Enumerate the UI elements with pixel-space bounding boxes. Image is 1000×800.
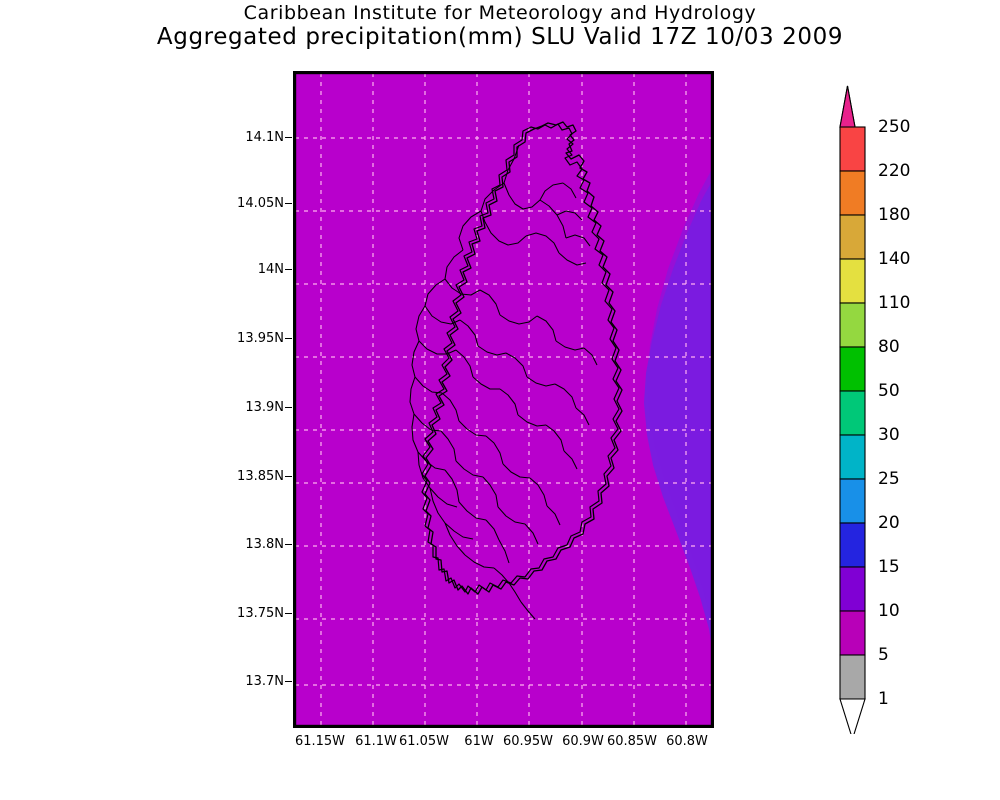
y-tick-label-4: 13.9N	[245, 400, 284, 415]
field-band-10-15-soft	[647, 169, 712, 625]
page-title: Aggregated precipitation(mm) SLU Valid 1…	[156, 24, 844, 50]
colorbar-tick-110: 110	[878, 293, 911, 313]
gridlines	[295, 73, 712, 726]
colorbar[interactable]: 250 220 180 140 110 80 50 30 25 20 15 10…	[838, 84, 988, 734]
colorbar-tick-10: 10	[878, 601, 900, 621]
watershed-boundaries	[409, 144, 598, 620]
colorbar-segment-1-5	[839, 654, 866, 700]
colorbar-canvas	[839, 85, 866, 734]
colorbar-tick-50: 50	[878, 381, 900, 401]
map-frame	[295, 73, 712, 726]
title-block: Caribbean Institute for Meteorology and …	[0, 2, 1000, 50]
y-tick-label-2: 14N	[257, 262, 284, 277]
colorbar-tick-15: 15	[878, 557, 900, 577]
y-tick-mark-4	[285, 407, 292, 408]
colorbar-segment-30-50	[839, 390, 866, 436]
y-tick-label-3: 13.95N	[237, 331, 284, 346]
colorbar-segment-10-15	[839, 566, 866, 612]
y-tick-mark-1	[285, 203, 292, 204]
y-tick-mark-2	[285, 269, 292, 270]
institute-title: Caribbean Institute for Meteorology and …	[243, 2, 757, 24]
colorbar-tick-1: 1	[878, 689, 889, 709]
map-canvas	[295, 73, 712, 726]
colorbar-tick-80: 80	[878, 337, 900, 357]
field-band-5-10	[295, 73, 712, 726]
x-tick-label-2: 61.05W	[398, 734, 450, 749]
colorbar-tick-25: 25	[878, 469, 900, 489]
y-tick-label-7: 13.75N	[237, 606, 284, 621]
colorbar-segment-20-25	[839, 478, 866, 524]
x-tick-label-5: 60.9W	[562, 734, 604, 749]
y-tick-label-8: 13.7N	[245, 674, 284, 689]
colorbar-segment-110-140	[839, 258, 866, 304]
y-tick-mark-3	[285, 338, 292, 339]
y-tick-mark-8	[285, 681, 292, 682]
colorbar-tick-140: 140	[878, 249, 911, 269]
colorbar-tick-180: 180	[878, 205, 911, 225]
x-tick-label-6: 60.85W	[606, 734, 658, 749]
y-tick-label-6: 13.8N	[245, 537, 284, 552]
colorbar-tick-5: 5	[878, 645, 889, 665]
colorbar-segment-180-220	[839, 170, 866, 216]
y-tick-label-5: 13.85N	[237, 469, 284, 484]
x-tick-label-4: 60.95W	[502, 734, 554, 749]
colorbar-segment-25-30	[839, 434, 866, 480]
x-tick-label-0: 61.15W	[294, 734, 346, 749]
y-tick-mark-5	[285, 476, 292, 477]
colorbar-tick-30: 30	[878, 425, 900, 445]
y-tick-mark-6	[285, 544, 292, 545]
y-tick-mark-0	[285, 137, 292, 138]
colorbar-segment-15-20	[839, 522, 866, 568]
colorbar-segment-80-110	[839, 302, 866, 348]
y-tick-label-1: 14.05N	[237, 196, 284, 211]
x-tick-label-1: 61.1W	[355, 734, 397, 749]
y-tick-mark-7	[285, 613, 292, 614]
colorbar-segment-140-180	[839, 214, 866, 260]
colorbar-segment-5-10	[839, 610, 866, 656]
colorbar-segment-220-250	[839, 126, 866, 172]
x-tick-label-7: 60.8W	[666, 734, 708, 749]
y-tick-label-0: 14.1N	[245, 130, 284, 145]
x-tick-label-3: 61W	[464, 734, 494, 749]
colorbar-under-arrow	[839, 698, 866, 734]
colorbar-tick-20: 20	[878, 513, 900, 533]
colorbar-tick-250: 250	[878, 117, 911, 137]
precipitation-map[interactable]	[293, 71, 714, 728]
coastline-detail	[421, 123, 620, 593]
colorbar-tick-220: 220	[878, 161, 911, 181]
colorbar-segment-50-80	[839, 346, 866, 392]
